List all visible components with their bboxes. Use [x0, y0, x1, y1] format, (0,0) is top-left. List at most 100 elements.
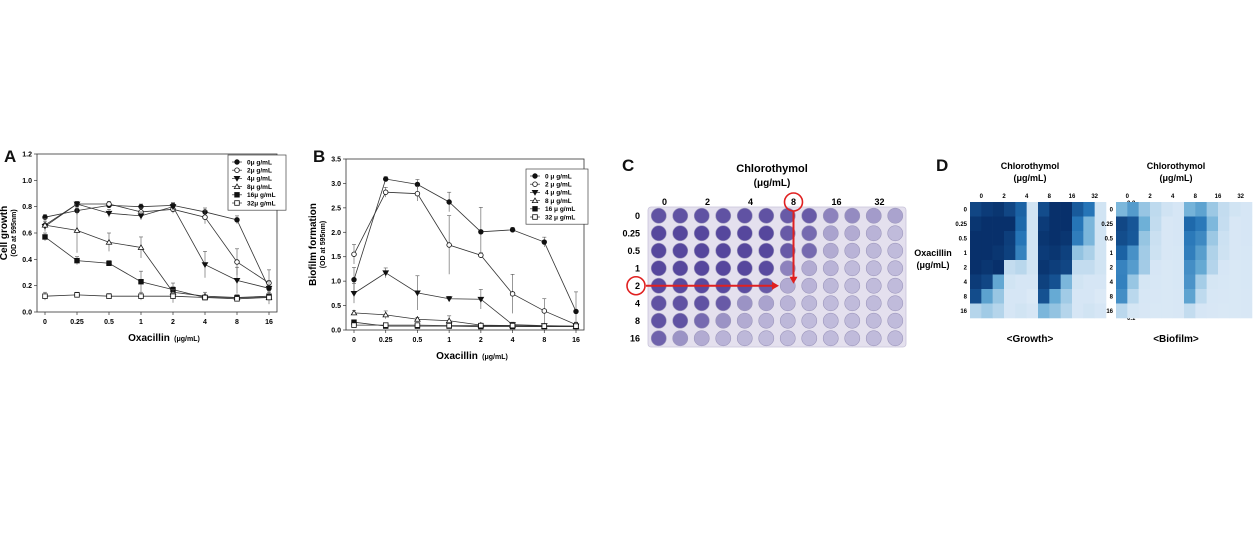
- heatmap-cell: [1083, 303, 1095, 319]
- plate-well: [672, 312, 689, 329]
- heatmap-cell: [1083, 274, 1095, 290]
- heatmap-row-label: 0.5: [1105, 236, 1114, 242]
- plate-well: [887, 260, 904, 277]
- heatmap-cell: [1240, 303, 1253, 319]
- heatmap-cell: [1083, 216, 1095, 232]
- heatmap-cell: [1116, 274, 1128, 290]
- x-tick-label: 0: [43, 319, 47, 326]
- heatmap-cell: [1138, 274, 1151, 290]
- plate-well: [715, 330, 732, 347]
- legend-marker: [532, 206, 538, 212]
- heatmap-cell: [1138, 231, 1151, 246]
- legend-marker: [532, 181, 538, 187]
- plate-row-label: 0.5: [627, 246, 640, 256]
- heatmap-cell: [1206, 245, 1219, 261]
- heatmap-title-unit: (μg/mL): [1014, 173, 1047, 183]
- heatmap-cell: [992, 289, 1005, 304]
- series-line: [44, 203, 270, 289]
- data-point: [106, 293, 112, 299]
- data-point: [509, 291, 516, 297]
- heatmap-cell: [1015, 231, 1027, 246]
- legend-marker: [234, 167, 240, 173]
- heatmap-cell: [1116, 245, 1128, 261]
- series-line: [44, 204, 270, 289]
- plate-well: [801, 207, 818, 224]
- heatmap-row-label: 0: [1110, 207, 1114, 213]
- x-tick-label: 0.5: [104, 319, 114, 326]
- data-point: [445, 296, 453, 303]
- heatmap-row-label: 0: [964, 207, 968, 213]
- panel-letter-d: D: [936, 156, 949, 175]
- heatmap-cell: [970, 289, 982, 304]
- heatmap-cell: [1184, 303, 1196, 319]
- plate-well: [672, 207, 689, 224]
- y-tick-label: 3.5: [331, 157, 341, 164]
- y-axis-subtitle: (OD at 595nm): [320, 221, 327, 268]
- heatmap-cell: [1038, 303, 1050, 319]
- heatmap-cell: [1150, 216, 1162, 232]
- data-point: [234, 296, 240, 302]
- plate-well: [779, 277, 796, 294]
- heatmap-cell: [1116, 260, 1128, 275]
- legend-marker: [234, 192, 240, 198]
- highlight-col-arrowhead: [789, 276, 798, 284]
- heatmap-col-label: 2: [1148, 194, 1152, 200]
- plate-well: [715, 207, 732, 224]
- heatmap-cell: [1229, 274, 1241, 290]
- x-tick-label: 4: [511, 337, 515, 344]
- heatmap-cell: [1172, 289, 1185, 304]
- heatmap-title: Chlorothymol: [1001, 161, 1060, 171]
- heatmap-cell: [1026, 216, 1039, 232]
- heatmap-cell: [981, 245, 993, 261]
- heatmap-cell: [981, 289, 993, 304]
- legend-label: 2μ g/mL: [247, 168, 272, 175]
- legend-label: 16μ g/mL: [247, 192, 276, 199]
- heatmap-cell: [1127, 231, 1139, 246]
- heatmap-cell: [1026, 260, 1039, 275]
- heatmap-cell: [1116, 231, 1128, 246]
- heatmap-cell: [1229, 289, 1241, 304]
- panel-letter-c: C: [622, 156, 635, 175]
- data-point: [446, 199, 452, 205]
- heatmap-cell: [1138, 202, 1151, 217]
- heatmap-cell: [1060, 289, 1073, 304]
- legend-label: 2 μ g/mL: [545, 182, 572, 189]
- plate-row-label: 1: [635, 263, 640, 273]
- heatmap-col-label: 32: [1091, 194, 1098, 200]
- plate-well: [736, 330, 753, 347]
- data-point: [202, 294, 208, 301]
- plate-well: [865, 330, 882, 347]
- heatmap-cell: [1094, 289, 1107, 304]
- data-point: [138, 279, 144, 285]
- plate-well: [865, 277, 882, 294]
- plate-well: [887, 312, 904, 329]
- legend-marker: [233, 183, 241, 189]
- data-point: [509, 227, 516, 233]
- heatmap-cell: [1015, 202, 1027, 217]
- data-point: [541, 323, 547, 329]
- y-tick-label: 0.2: [22, 283, 32, 290]
- series-line: [44, 294, 270, 300]
- heatmap-cell: [1240, 202, 1253, 217]
- plate-well: [779, 225, 796, 242]
- heatmap-cell: [1195, 245, 1207, 261]
- plate-well: [887, 225, 904, 242]
- data-point: [74, 257, 80, 264]
- heatmap-y-title: Oxacillin: [914, 248, 952, 258]
- heatmap-row-label: 2: [964, 265, 968, 271]
- heatmap-cell: [1083, 202, 1095, 217]
- heatmap-col-label: 16: [1215, 194, 1222, 200]
- heatmap-cell: [981, 202, 993, 217]
- legend-marker: [532, 173, 538, 179]
- series-line: [353, 272, 577, 327]
- series-2: [350, 267, 580, 330]
- heatmap-cell: [970, 202, 982, 217]
- plate-well: [822, 225, 839, 242]
- y-axis-subtitle: (OD at 595nm): [11, 209, 18, 256]
- data-point: [73, 201, 81, 208]
- heatmap-cell: [1206, 216, 1219, 232]
- heatmap-cell: [970, 216, 982, 232]
- plate-well: [865, 312, 882, 329]
- heatmap-cell: [1116, 202, 1128, 217]
